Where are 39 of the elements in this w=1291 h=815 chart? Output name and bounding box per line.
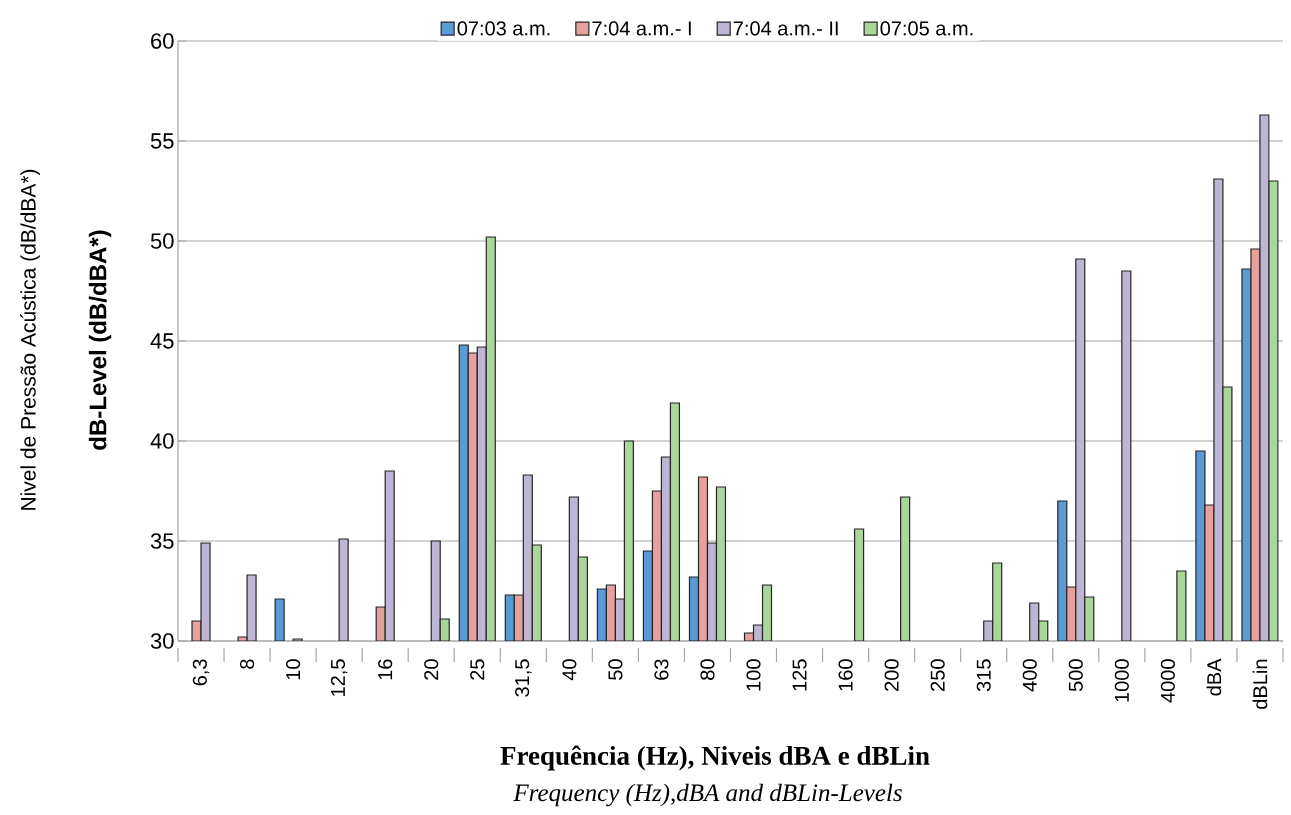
y-tick-label: 30 [150, 633, 174, 649]
y-tick-label: 40 [150, 433, 174, 449]
x-tick-label: 400 [1022, 659, 1037, 692]
y-tick-label: 35 [150, 533, 174, 549]
x-axis-title: Frequência (Hz), Niveis dBA e dBLin [500, 745, 930, 771]
x-tick-label: 100 [746, 659, 761, 691]
x-tick-label: 16 [378, 659, 393, 680]
y-tick-label: 60 [151, 33, 174, 49]
y-axis-title: dB-Level (dB/dBA*) [88, 230, 112, 450]
x-tick-label: 6,3 [192, 659, 210, 686]
x-tick-label: 40 [562, 659, 577, 681]
legend-label: 07:03 a.m. [457, 21, 550, 36]
x-tick-label: 20 [424, 659, 439, 680]
x-tick-label: 31,5 [515, 659, 532, 697]
x-tick-label: 1000 [1114, 659, 1129, 702]
x-tick-label: 25 [470, 659, 485, 680]
x-tick-label: 250 [930, 659, 945, 691]
x-tick-label: 8 [239, 659, 255, 669]
x-tick-label: 10 [286, 659, 301, 680]
x-tick-label: 160 [838, 659, 853, 691]
text: Frequency (Hz),dBA and dBLin-Levels [513, 783, 902, 807]
x-tick-label: 63 [654, 659, 669, 680]
x-tick-label: 4000 [1160, 659, 1175, 703]
y-tick-label: 55 [150, 133, 174, 149]
x-tick-label: dBA [1206, 658, 1222, 696]
x-tick-label: 315 [976, 659, 991, 692]
x-tick-label: 12,5 [330, 659, 348, 696]
legend-label: 7:04 a.m.- I [592, 21, 691, 36]
x-tick-label: 80 [700, 659, 715, 680]
legend-label: 7:04 a.m.- II [733, 21, 838, 36]
y-tick-label: 50 [150, 233, 174, 249]
y-tick-label: 45 [150, 333, 174, 349]
text: Nivel de Pressão Acústica (dB/dBA*) [20, 169, 40, 510]
x-tick-label: 200 [884, 659, 899, 691]
x-tick-label: 500 [1068, 659, 1083, 692]
x-tick-label: 125 [792, 659, 807, 691]
x-tick-label: 50 [608, 659, 623, 680]
x-tick-label: dBLin [1252, 659, 1268, 709]
legend-label: 07:05 a.m. [880, 21, 973, 36]
